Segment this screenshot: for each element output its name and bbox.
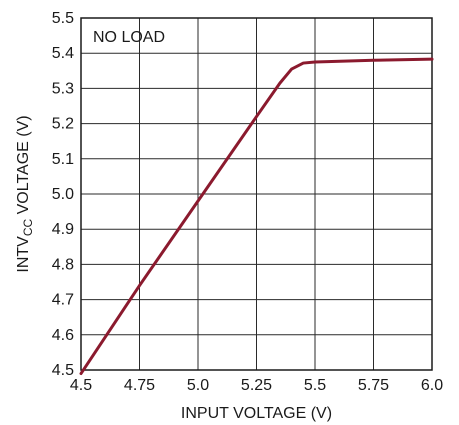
x-tick-label: 5.75 xyxy=(358,377,389,394)
grid xyxy=(81,18,432,370)
y-tick-label: 5.5 xyxy=(52,10,74,27)
plot-frame xyxy=(80,17,433,371)
x-tick-label: 5.5 xyxy=(304,377,326,394)
x-tick-label: 5.25 xyxy=(241,377,272,394)
series-layer xyxy=(79,57,434,376)
x-tick-label: 4.5 xyxy=(70,377,92,394)
y-axis-label: INTVCC VOLTAGE (V) xyxy=(15,115,35,272)
annotation-no-load: NO LOAD xyxy=(93,29,165,46)
x-tick-label: 4.75 xyxy=(124,377,155,394)
y-tick-label: 5.1 xyxy=(52,151,74,168)
y-tick-label: 4.7 xyxy=(52,292,74,309)
x-tick-label: 6.0 xyxy=(421,377,443,394)
y-tick-label: 4.5 xyxy=(52,362,74,379)
y-tick-label: 5.0 xyxy=(52,186,74,203)
y-axis-label-prefix: INTV xyxy=(15,236,32,273)
y-tick-labels: 4.5 4.6 4.7 4.8 4.9 5.0 5.1 5.2 5.3 5.4 5.5 xyxy=(52,10,74,379)
y-tick-label: 5.3 xyxy=(52,80,74,97)
x-tick-labels: 4.5 4.75 5.0 5.25 5.5 5.75 6.0 xyxy=(70,377,443,394)
y-axis-label-subscript: CC xyxy=(21,218,35,236)
y-tick-label: 5.4 xyxy=(52,45,74,62)
x-tick-label: 5.0 xyxy=(187,377,209,394)
y-tick-label: 5.2 xyxy=(52,116,74,133)
y-tick-label: 4.6 xyxy=(52,327,74,344)
y-tick-label: 4.9 xyxy=(52,221,74,238)
series-line xyxy=(79,57,434,376)
x-axis-label: INPUT VOLTAGE (V) xyxy=(181,405,332,422)
y-axis-label-suffix: VOLTAGE (V) xyxy=(15,115,32,218)
y-tick-label: 4.8 xyxy=(52,256,74,273)
